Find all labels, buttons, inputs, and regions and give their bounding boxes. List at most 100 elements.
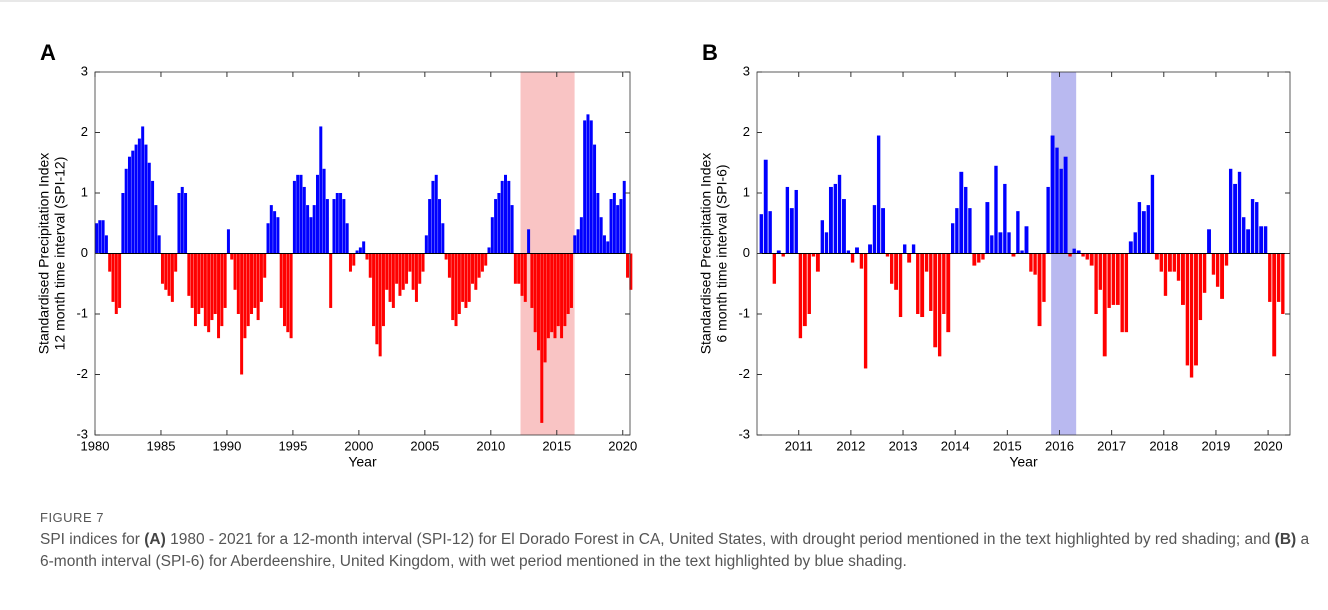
bar xyxy=(881,208,886,254)
bar xyxy=(348,253,352,272)
bar xyxy=(95,223,98,254)
bar xyxy=(226,229,230,254)
bar xyxy=(1263,226,1268,254)
bar xyxy=(111,253,115,302)
bar xyxy=(1237,171,1242,254)
bar xyxy=(335,193,339,254)
bar xyxy=(968,208,972,254)
bar xyxy=(1050,135,1055,254)
bar xyxy=(101,220,105,254)
bar xyxy=(523,253,527,302)
bar xyxy=(1120,253,1124,333)
bar xyxy=(1098,253,1102,290)
bar xyxy=(391,253,395,308)
bar xyxy=(981,253,985,260)
bar xyxy=(504,174,507,254)
bar xyxy=(263,253,267,278)
bar xyxy=(946,253,951,333)
bar xyxy=(1224,253,1229,266)
bar xyxy=(1176,253,1181,281)
bar xyxy=(190,253,194,308)
y-tick-label: -2 xyxy=(738,366,750,381)
bar xyxy=(612,193,616,254)
x-tick-label: 1980 xyxy=(81,438,110,453)
bar xyxy=(586,114,590,254)
caption-part: (B) xyxy=(1274,531,1297,548)
bar xyxy=(1281,253,1285,314)
y-tick-label: -1 xyxy=(738,305,750,320)
bar xyxy=(243,253,247,339)
caption: FIGURE 7 SPI indices for (A) 1980 - 2021… xyxy=(40,510,1310,573)
bar xyxy=(1063,156,1068,254)
x-tick-label: 2000 xyxy=(344,438,373,453)
x-tick-label: 2012 xyxy=(836,438,865,453)
bar xyxy=(259,253,263,302)
x-tick-label: 2015 xyxy=(993,438,1022,453)
caption-part: a 6-month interval (SPI-6) for Aberdeens… xyxy=(40,531,1310,570)
bar xyxy=(1272,253,1277,357)
bar xyxy=(457,253,461,314)
x-tick-label: 2013 xyxy=(889,438,918,453)
x-tick-label: 2018 xyxy=(1149,438,1178,453)
panel-label: B xyxy=(702,40,718,65)
bar xyxy=(876,135,881,254)
bar xyxy=(283,253,287,327)
y-axis-label: Standardised Precipitation Index xyxy=(36,153,52,355)
bar xyxy=(480,253,484,272)
bar xyxy=(596,193,600,254)
bar xyxy=(1011,253,1016,257)
bar xyxy=(842,199,846,254)
bar xyxy=(540,253,544,423)
bar xyxy=(193,253,197,327)
bar xyxy=(1111,253,1116,305)
bar xyxy=(411,253,415,290)
bar xyxy=(998,232,1003,254)
bar xyxy=(217,253,221,339)
bar xyxy=(920,253,925,318)
bar xyxy=(889,253,894,284)
bar xyxy=(203,253,207,327)
bar xyxy=(375,253,379,345)
bar xyxy=(815,253,820,272)
bar xyxy=(365,253,369,260)
bar xyxy=(560,253,564,339)
x-tick-label: 2015 xyxy=(542,438,571,453)
bar xyxy=(1228,168,1233,254)
bar xyxy=(302,186,306,254)
bar xyxy=(933,253,938,348)
bar xyxy=(619,199,623,254)
bar xyxy=(1085,253,1089,260)
bar xyxy=(1185,253,1190,366)
bar xyxy=(431,180,435,254)
bar xyxy=(785,186,790,254)
bar xyxy=(464,253,468,308)
bar xyxy=(924,253,929,272)
bar xyxy=(1033,253,1037,275)
bar xyxy=(98,220,102,254)
bar xyxy=(583,120,587,254)
bar xyxy=(863,253,868,369)
bar xyxy=(378,253,382,357)
bar xyxy=(1094,253,1098,314)
bar xyxy=(213,253,217,314)
bar xyxy=(1233,183,1238,254)
caption-part: SPI indices for xyxy=(40,531,145,548)
bar xyxy=(408,253,412,272)
x-tick-label: 2011 xyxy=(785,438,813,453)
bar xyxy=(937,253,942,357)
bar xyxy=(789,208,794,254)
bar xyxy=(441,223,445,254)
bar xyxy=(794,189,798,254)
bar xyxy=(1242,217,1246,254)
bar xyxy=(164,253,168,290)
bar xyxy=(381,253,385,327)
bar xyxy=(1037,253,1042,327)
bar xyxy=(1202,253,1207,293)
bar xyxy=(798,253,803,339)
bar xyxy=(187,253,191,296)
bar xyxy=(602,235,606,254)
y-axis-label: Standardised Precipitation Index xyxy=(698,153,714,355)
bar xyxy=(421,253,425,272)
bar xyxy=(250,253,254,314)
x-tick-label: 2014 xyxy=(941,438,970,453)
